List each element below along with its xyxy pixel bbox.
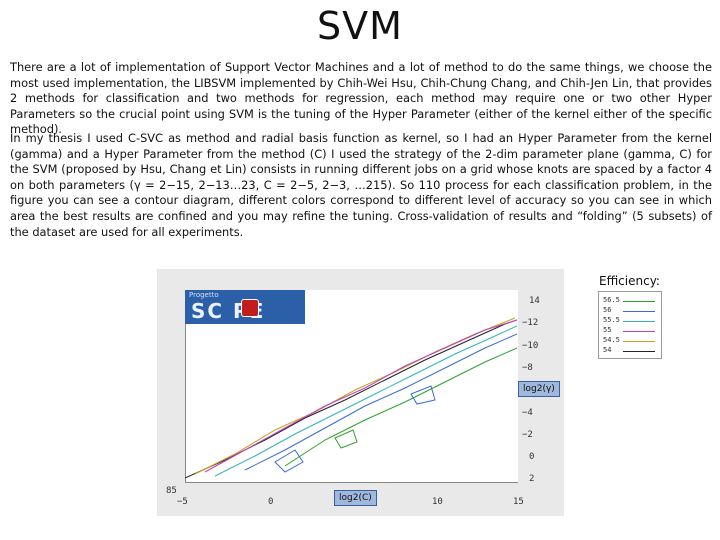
legend-label: 54.5 <box>603 336 620 344</box>
legend-label: 54 <box>603 346 612 354</box>
paragraph-thesis: In my thesis I used C-SVC as method and … <box>10 131 712 239</box>
scope-logo: Progetto SC PE <box>185 290 305 324</box>
paragraph-intro: There are a lot of implementation of Sup… <box>10 60 712 137</box>
legend-label: 55 <box>603 326 612 334</box>
y-tick: −12 <box>522 318 539 328</box>
logo-subtitle: Progetto <box>189 291 219 299</box>
contour-cyan <box>214 325 517 477</box>
legend-label: 56 <box>603 306 612 314</box>
y-tick: −8 <box>522 363 533 373</box>
contour-lines <box>185 317 517 479</box>
contour-island-1 <box>274 449 304 473</box>
y-tick: −4 <box>522 408 533 418</box>
legend-swatch <box>623 321 655 322</box>
x-tick: −5 <box>177 497 188 507</box>
x-tick: 0 <box>268 497 274 507</box>
logo-emblem-icon <box>241 299 259 317</box>
contour-magenta <box>204 319 517 473</box>
y-tick: 2 <box>529 474 535 484</box>
y-tick: 14 <box>529 296 540 306</box>
x-tick: 15 <box>513 497 524 507</box>
legend-swatch <box>623 331 655 332</box>
x-axis-label: log2(C) <box>334 490 377 506</box>
corner-tick: 85 <box>166 486 177 496</box>
y-axis-label: log2(γ) <box>518 381 560 397</box>
legend-label: 55.5 <box>603 316 620 324</box>
y-tick: −2 <box>522 430 533 440</box>
x-tick: 10 <box>432 497 443 507</box>
y-tick: 0 <box>529 452 535 462</box>
efficiency-label: Efficiency: <box>599 274 660 288</box>
contour-island-2 <box>334 429 358 449</box>
contour-green <box>284 347 517 467</box>
legend-swatch <box>623 301 655 302</box>
legend-swatch <box>623 351 655 352</box>
legend-swatch <box>623 311 655 312</box>
chart-legend: 56.5 56 55.5 55 54.5 54 <box>598 291 662 359</box>
slide-title: SVM <box>317 4 403 48</box>
contour-blue <box>244 333 517 471</box>
legend-swatch <box>623 341 655 342</box>
y-tick: −10 <box>522 341 539 351</box>
contour-island-3 <box>410 385 436 405</box>
legend-label: 56.5 <box>603 296 620 304</box>
